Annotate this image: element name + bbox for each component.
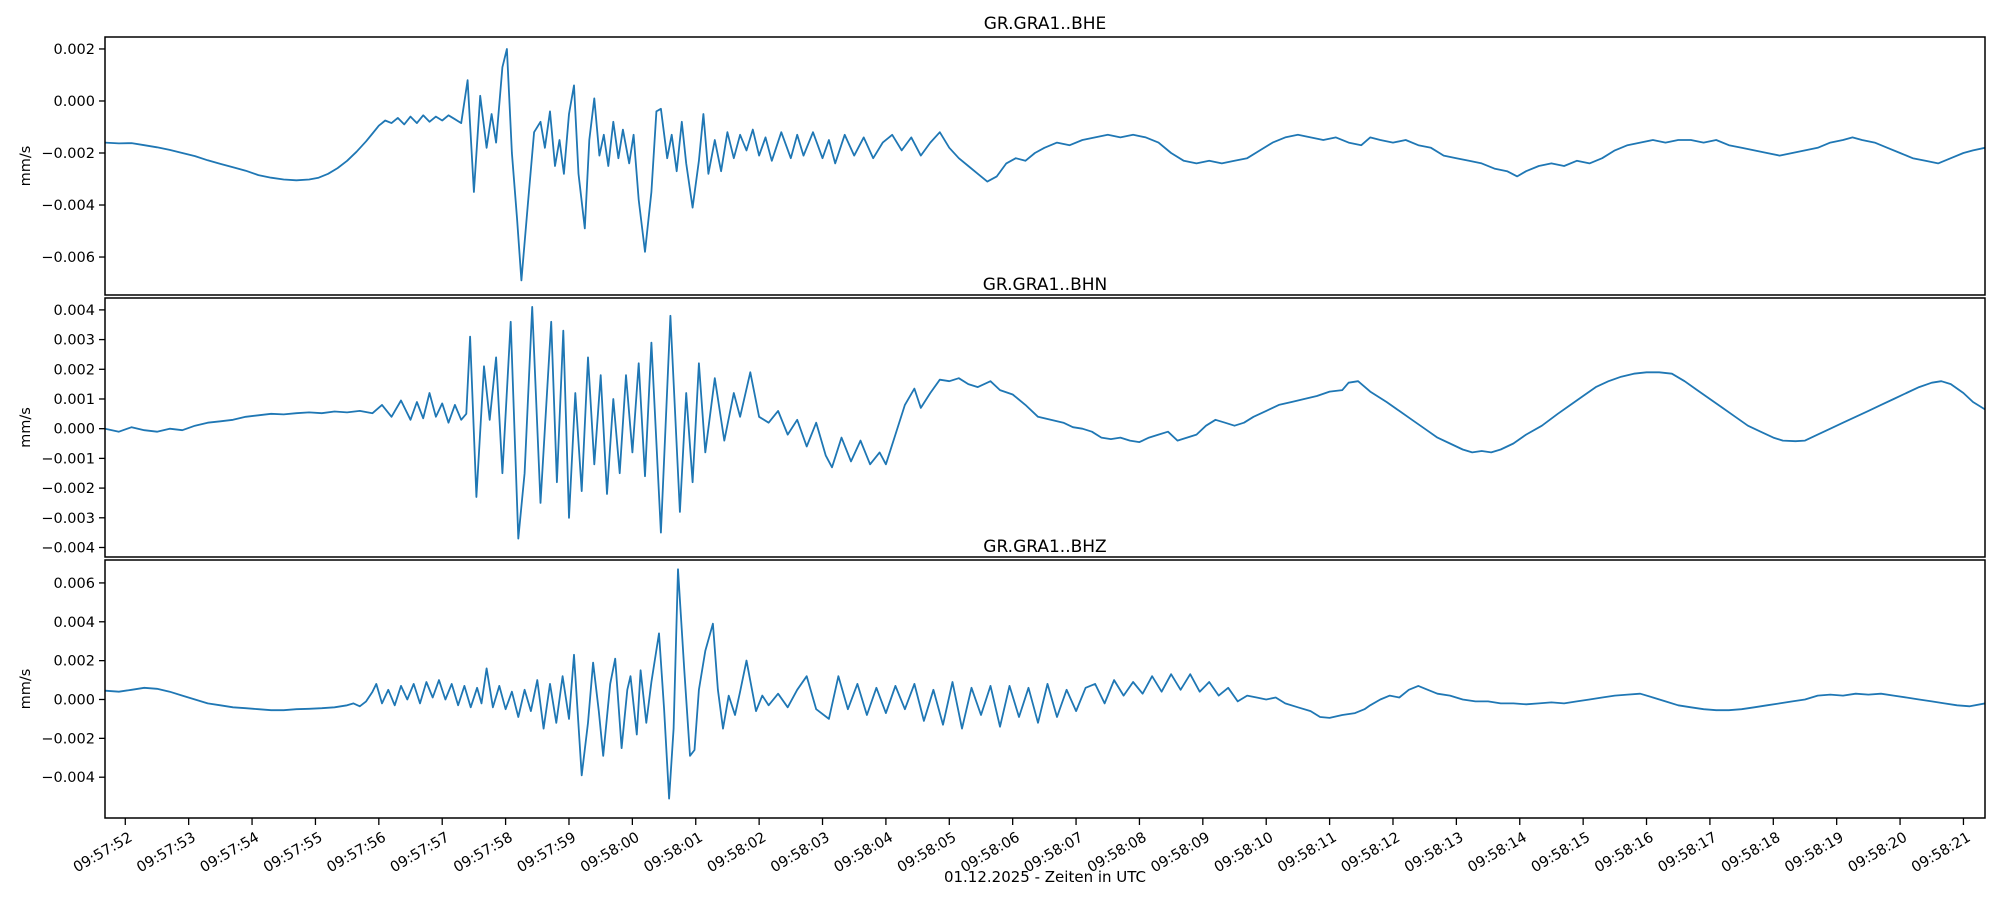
y-tick-label: −0.004 bbox=[41, 540, 95, 556]
panel-title: GR.GRA1..BHZ bbox=[983, 537, 1106, 557]
y-tick-label: 0.000 bbox=[53, 94, 95, 110]
panel-title: GR.GRA1..BHN bbox=[983, 275, 1108, 295]
waveform-trace bbox=[105, 48, 1985, 282]
axis-frame bbox=[104, 559, 1986, 819]
y-tick-label: 0.000 bbox=[53, 692, 95, 708]
y-axis-label: mm/s bbox=[18, 146, 34, 187]
y-tick-label: 0.002 bbox=[53, 42, 95, 58]
y-tick-label: 0.006 bbox=[53, 576, 95, 592]
axis-frame bbox=[104, 297, 1986, 558]
y-tick-label: 0.000 bbox=[53, 422, 95, 438]
y-tick-label: −0.002 bbox=[41, 481, 95, 497]
y-tick-label: 0.002 bbox=[53, 362, 95, 378]
y-tick-label: −0.002 bbox=[41, 731, 95, 747]
waveform-trace bbox=[105, 306, 1985, 540]
y-tick-label: −0.002 bbox=[41, 146, 95, 162]
y-tick-label: 0.001 bbox=[53, 392, 95, 408]
y-tick-label: 0.004 bbox=[53, 303, 95, 319]
subplot-GR.GRA1..BHZ: 0.006 0.004 0.002 0.000 −0.002 −0.004 mm/s GR.G… bbox=[18, 537, 1986, 819]
waveform-trace bbox=[105, 568, 1985, 800]
subplot-GR.GRA1..BHE: 0.002 0.000 −0.002 −0.004 −0.006 mm/s GR.GRA1.… bbox=[18, 14, 1986, 296]
y-tick-label: 0.004 bbox=[53, 615, 95, 631]
y-tick-label: −0.003 bbox=[41, 511, 95, 527]
subplot-GR.GRA1..BHN: 0.004 0.003 0.002 0.001 0.000 −0.001 −0.002 −0.… bbox=[18, 275, 1986, 558]
y-tick-label: −0.004 bbox=[41, 770, 95, 786]
y-tick-label: −0.004 bbox=[41, 198, 95, 214]
y-tick-label: 0.002 bbox=[53, 654, 95, 670]
panel-title: GR.GRA1..BHE bbox=[984, 14, 1107, 34]
y-tick-label: 0.003 bbox=[53, 333, 95, 349]
axis-frame bbox=[104, 36, 1986, 296]
y-tick-label: −0.001 bbox=[41, 451, 95, 467]
x-axis-label: 01.12.2025 - Zeiten in UTC bbox=[944, 868, 1146, 886]
y-axis-label: mm/s bbox=[18, 407, 34, 448]
y-axis-label: mm/s bbox=[18, 669, 34, 710]
y-tick-label: −0.006 bbox=[41, 250, 95, 266]
